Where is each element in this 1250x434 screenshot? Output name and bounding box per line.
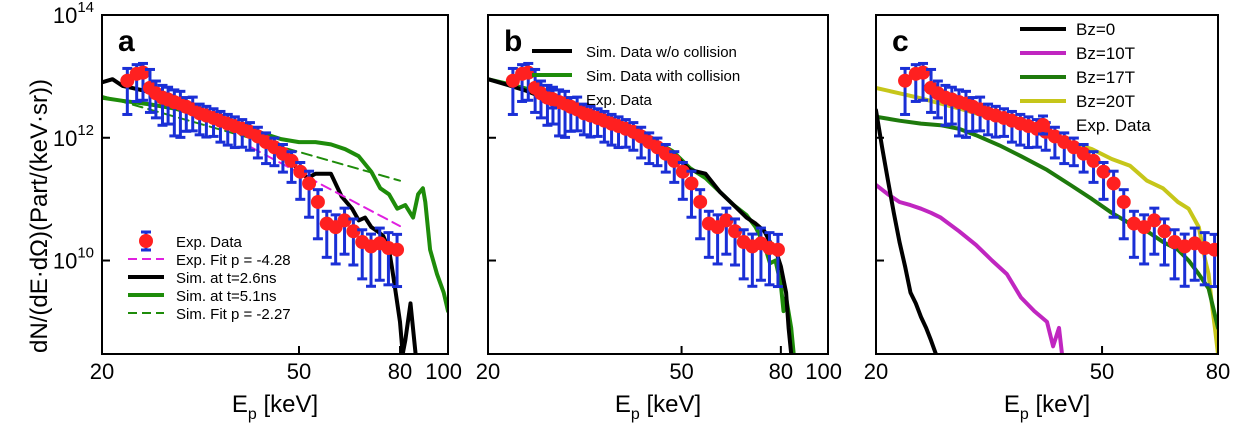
legend-marker: [139, 234, 153, 248]
plot-frame-b: [487, 14, 829, 355]
legend-entry: Sim. at t=2.6ns: [128, 270, 276, 287]
exp-data-a: [120, 61, 405, 289]
plot-frame-c: [875, 14, 1219, 355]
plot-frame-a: [101, 14, 449, 355]
data-point: [135, 65, 150, 80]
legend-label: Exp. Data: [586, 92, 653, 109]
legend-label: Exp. Fit p = -4.28: [176, 252, 291, 269]
series-bz-10t-c: [876, 183, 1064, 354]
x-axis-title-c: Ep [keV]: [1004, 391, 1090, 423]
legend-entry: Sim. Data with collision: [532, 68, 740, 85]
legend-label: Bz=17T: [1076, 68, 1135, 87]
data-point: [1147, 213, 1162, 228]
legend-entry: Exp. Data: [545, 88, 653, 110]
x-tick-label: 20: [476, 359, 500, 384]
legend-c: Bz=0 Bz=10T Bz=17T Bz=20T Exp. Data: [1020, 20, 1151, 136]
legend-label: Sim. at t=5.1ns: [176, 288, 276, 305]
data-point: [346, 224, 361, 239]
legend-entry: Exp. Fit p = -4.28: [128, 252, 291, 269]
exp-data-c: [898, 61, 1218, 289]
x-tick-label: 80: [388, 359, 412, 384]
series-bz-0-c: [876, 108, 938, 354]
x-tick-label: 50: [287, 359, 311, 384]
panel-c: 20 50 80 Ep [keV] c Bz=0 Bz=10T Bz=17T Bz=20T Exp…: [864, 14, 1230, 423]
legend-entry: Sim. Data w/o collision: [532, 44, 737, 61]
data-point: [1137, 220, 1152, 235]
x-tick-label: 80: [1206, 359, 1230, 384]
legend-label: Bz=0: [1076, 20, 1115, 39]
data-point: [916, 65, 931, 80]
data-point: [770, 242, 785, 257]
legend-entry: Exp. Data: [139, 230, 243, 252]
data-point: [1106, 176, 1121, 191]
x-tick-label: 80: [769, 359, 793, 384]
data-point: [521, 65, 536, 80]
data-point: [310, 194, 325, 209]
x-tick-label: 20: [90, 359, 114, 384]
panel-letter-c: c: [892, 25, 909, 58]
legend-label: Bz=20T: [1076, 92, 1135, 111]
data-point: [284, 153, 299, 168]
data-point: [390, 242, 405, 257]
data-point: [667, 153, 682, 168]
legend-entry: Bz=10T: [1020, 44, 1135, 63]
x-tick-label: 100: [805, 359, 842, 384]
x-tick-label: 50: [669, 359, 693, 384]
legend-entry: Bz=17T: [1020, 68, 1135, 87]
data-point: [1116, 194, 1131, 209]
data-point: [1076, 146, 1091, 161]
legend-label: Exp. Data: [176, 234, 243, 251]
series-exp-fit-p-4-28-a: [250, 146, 401, 228]
y-axis-title: dN/(dE·dΩ)(Part/(keV·sr)): [26, 79, 53, 353]
legend-label: Sim. Data w/o collision: [586, 44, 737, 61]
y-tick-label: 1012: [53, 122, 94, 151]
data-point: [302, 176, 317, 191]
y-tick-label: 1010: [53, 245, 94, 274]
panel-letter-a: a: [118, 25, 135, 58]
data-point: [675, 164, 690, 179]
data-point: [1157, 224, 1172, 239]
series-sim-data-w-o-collision-b: [488, 77, 794, 354]
data-point: [293, 164, 308, 179]
data-point: [1207, 242, 1218, 257]
legend-marker: [1036, 118, 1050, 132]
legend-label: Exp. Data: [1076, 116, 1151, 135]
data-point: [719, 213, 734, 228]
data-point: [1096, 164, 1111, 179]
data-point: [728, 224, 743, 239]
x-tick-label: 20: [864, 359, 888, 384]
legend-entry: Exp. Data: [1036, 114, 1151, 136]
legend-entry: Bz=20T: [1020, 92, 1135, 111]
x-tick-label: 100: [425, 359, 462, 384]
plot-area-c: [876, 61, 1218, 354]
legend-label: Sim. at t=2.6ns: [176, 270, 276, 287]
panel-a: 1014 1012 1010 20 50 80 100 Ep [keV] a Exp. DataE…: [53, 0, 462, 423]
legend-entry: Sim. at t=5.1ns: [128, 288, 276, 305]
y-tick-label: 1014: [53, 0, 94, 28]
legend-label: Sim. Data with collision: [586, 68, 740, 85]
legend-label: Bz=10T: [1076, 44, 1135, 63]
data-point: [898, 73, 913, 88]
legend-b: Sim. Data w/o collision Sim. Data with co…: [532, 44, 740, 110]
legend-entry: Bz=0: [1020, 20, 1115, 39]
legend-entry: Sim. Fit p = -2.27: [128, 306, 291, 323]
data-point: [337, 213, 352, 228]
data-point: [684, 176, 699, 191]
data-point: [1086, 153, 1101, 168]
x-axis-title-b: Ep [keV]: [615, 391, 701, 423]
x-axis-title-a: Ep [keV]: [232, 391, 318, 423]
data-point: [693, 194, 708, 209]
panel-letter-b: b: [504, 25, 522, 58]
x-tick-label: 50: [1090, 359, 1114, 384]
plot-area-a: [102, 61, 448, 354]
legend-marker: [545, 92, 559, 106]
panel-b: 20 50 80 100 Ep [keV] b Sim. Data w/o collisio…: [476, 14, 842, 423]
legend-label: Sim. Fit p = -2.27: [176, 306, 291, 323]
